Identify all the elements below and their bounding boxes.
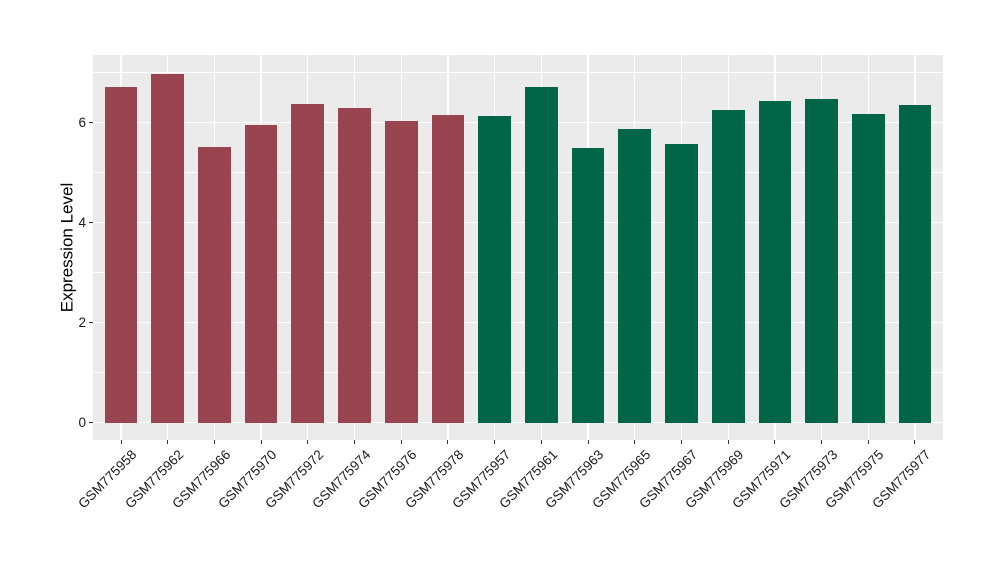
bar-GSM775957 [478,115,511,423]
bar-GSM775966 [198,146,231,423]
bar-GSM775971 [758,100,792,423]
gridline-minor-horizontal [93,72,943,73]
y-axis-tick-label: 2 [78,314,86,330]
gridline-minor-horizontal [93,172,943,173]
x-axis-tick [680,440,682,444]
bar-GSM775967 [665,144,698,423]
x-axis-tick [120,440,122,444]
x-axis-tick [167,440,169,444]
bar-GSM775961 [525,86,558,423]
bar-GSM775962 [151,74,185,423]
y-axis-tick [89,322,93,323]
x-axis-tick [260,440,262,444]
bar-GSM775972 [291,104,325,423]
x-axis-tick [774,440,776,444]
x-axis-tick [587,440,589,444]
y-axis-tick [89,222,93,223]
x-axis-tick [727,440,729,444]
bar-GSM775963 [571,148,605,423]
gridline-major-horizontal [93,321,943,324]
x-axis-tick [867,440,869,444]
bar-GSM775965 [618,128,652,423]
bar-GSM775974 [338,107,371,423]
x-axis-tick [821,440,823,444]
plot-panel [93,55,943,440]
gridline-major-horizontal [93,121,943,124]
bar-GSM775973 [805,98,838,423]
y-axis-tick-label: 4 [78,214,86,230]
x-axis-tick [540,440,542,444]
x-axis-tick [213,440,215,444]
y-axis-tick-label: 6 [78,114,86,130]
bar-GSM775970 [244,124,278,423]
x-axis-tick [400,440,402,444]
x-axis-tick [307,440,309,444]
bar-GSM775958 [104,86,138,423]
x-axis-tick [494,440,496,444]
y-axis-tick [89,122,93,123]
x-axis-tick [634,440,636,444]
bar-GSM775978 [431,115,465,423]
bar-GSM775975 [851,114,885,423]
x-axis-tick [354,440,356,444]
gridline-minor-horizontal [93,272,943,273]
gridline-major-horizontal [93,221,943,224]
bar-GSM775969 [711,110,745,423]
bar-GSM775977 [898,105,932,423]
gridline-minor-horizontal [93,372,943,373]
y-axis-tick [89,422,93,423]
gridline-major-horizontal [93,421,943,424]
bar-GSM775976 [384,121,418,423]
x-axis-tick [447,440,449,444]
x-axis-tick [914,440,916,444]
y-axis-tick-label: 0 [78,414,86,430]
